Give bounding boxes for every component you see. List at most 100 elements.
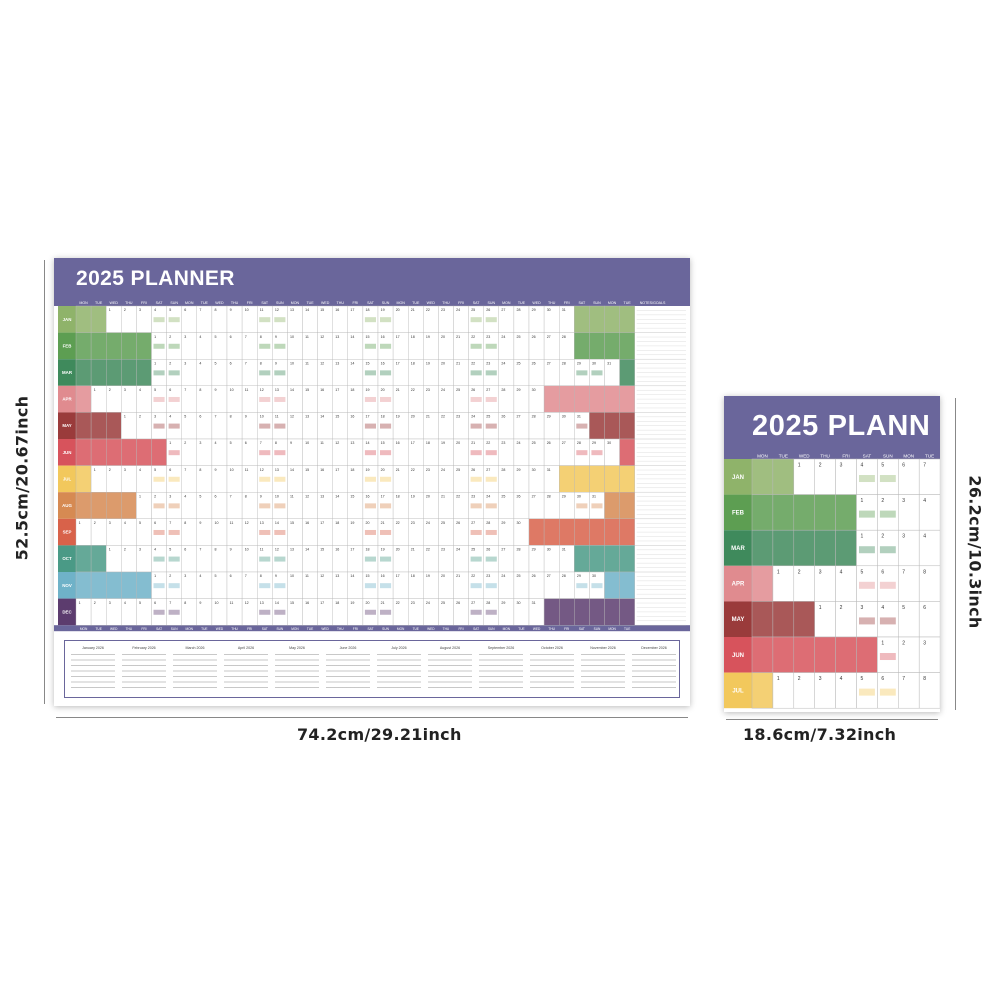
day-number: 27 bbox=[486, 388, 490, 392]
day-number: 5 bbox=[139, 601, 141, 605]
small-day-cell bbox=[918, 672, 940, 709]
day-number: 4 bbox=[154, 308, 156, 312]
day-cell bbox=[604, 465, 620, 493]
large-height-label: 52.5cm/20.67inch bbox=[12, 395, 32, 561]
day-header-label: THU bbox=[442, 301, 450, 305]
small-day-header-bar bbox=[724, 452, 940, 459]
small-month-label: JUN bbox=[732, 653, 744, 659]
day-number: 1 bbox=[139, 494, 141, 498]
day-number: 3 bbox=[184, 574, 186, 578]
weekend-mark bbox=[380, 476, 392, 482]
day-number: 18 bbox=[411, 335, 415, 339]
day-number: 8 bbox=[260, 574, 262, 578]
day-number: 1 bbox=[124, 415, 126, 419]
small-day-number: 3 bbox=[923, 641, 926, 647]
day-number: 31 bbox=[562, 548, 566, 552]
weekend-mark bbox=[153, 343, 165, 349]
day-cell bbox=[106, 332, 122, 360]
day-number: 23 bbox=[426, 388, 430, 392]
day-number: 6 bbox=[245, 441, 247, 445]
day-number: 15 bbox=[290, 601, 294, 605]
day-cell bbox=[559, 385, 575, 413]
bottom-day-label: MON bbox=[80, 627, 88, 631]
day-number: 29 bbox=[517, 468, 521, 472]
day-header-label: WED bbox=[321, 301, 330, 305]
day-cell bbox=[589, 598, 605, 626]
day-number: 6 bbox=[154, 521, 156, 525]
weekend-mark bbox=[259, 343, 271, 349]
day-number: 29 bbox=[577, 574, 581, 578]
day-header-label: SUN bbox=[170, 301, 178, 305]
day-number: 28 bbox=[486, 521, 490, 525]
day-number: 10 bbox=[290, 335, 294, 339]
day-number: 25 bbox=[517, 574, 521, 578]
weekend-mark bbox=[153, 370, 165, 376]
day-number: 26 bbox=[456, 521, 460, 525]
day-number: 19 bbox=[366, 388, 370, 392]
day-number: 8 bbox=[215, 308, 217, 312]
small-weekend-mark bbox=[879, 581, 896, 589]
day-number: 12 bbox=[305, 494, 309, 498]
day-number: 27 bbox=[471, 601, 475, 605]
day-number: 9 bbox=[215, 388, 217, 392]
small-day-number: 2 bbox=[819, 463, 822, 469]
day-number: 15 bbox=[305, 468, 309, 472]
day-number: 22 bbox=[396, 601, 400, 605]
small-width-line bbox=[726, 719, 938, 720]
day-cell bbox=[75, 305, 92, 333]
weekend-mark bbox=[364, 476, 376, 482]
day-cell bbox=[619, 412, 635, 440]
day-number: 7 bbox=[169, 601, 171, 605]
bottom-day-label: SUN bbox=[594, 627, 601, 631]
day-number: 3 bbox=[169, 494, 171, 498]
weekend-mark bbox=[274, 583, 286, 589]
day-number: 13 bbox=[335, 574, 339, 578]
day-number: 3 bbox=[139, 308, 141, 312]
small-day-number: 4 bbox=[840, 569, 843, 575]
day-number: 24 bbox=[456, 308, 460, 312]
small-weekend-mark bbox=[859, 617, 875, 625]
day-number: 19 bbox=[426, 361, 430, 365]
small-weekend-mark bbox=[879, 475, 896, 483]
weekend-mark bbox=[364, 556, 376, 562]
day-number: 29 bbox=[501, 521, 505, 525]
weekend-mark bbox=[153, 583, 165, 589]
small-day-cell bbox=[751, 529, 774, 567]
day-cell bbox=[75, 332, 92, 360]
day-number: 31 bbox=[577, 415, 581, 419]
small-month-label-cell bbox=[724, 637, 752, 673]
day-number: 2 bbox=[184, 441, 186, 445]
mini-calendar-title: September 2026 bbox=[487, 646, 515, 650]
day-number: 6 bbox=[184, 548, 186, 552]
day-number: 15 bbox=[320, 308, 324, 312]
day-cell bbox=[121, 358, 137, 386]
small-day-cell bbox=[772, 636, 795, 673]
month-label: NOV bbox=[62, 583, 72, 588]
day-number: 31 bbox=[592, 494, 596, 498]
day-number: 22 bbox=[411, 388, 415, 392]
day-number: 2 bbox=[169, 574, 171, 578]
day-number: 7 bbox=[245, 574, 247, 578]
day-number: 11 bbox=[275, 415, 279, 419]
day-number: 16 bbox=[366, 494, 370, 498]
small-day-number: 6 bbox=[881, 569, 884, 575]
day-header-label: FRI bbox=[141, 301, 147, 305]
weekend-mark bbox=[259, 476, 271, 482]
day-number: 13 bbox=[275, 388, 279, 392]
day-number: 29 bbox=[547, 415, 551, 419]
small-day-cell bbox=[793, 636, 815, 673]
day-cell bbox=[559, 465, 575, 493]
day-header-label: TUE bbox=[201, 301, 209, 305]
month-label-cell bbox=[58, 332, 76, 360]
day-number: 1 bbox=[94, 468, 96, 472]
small-day-cell bbox=[772, 494, 795, 531]
weekend-mark bbox=[259, 396, 271, 402]
small-day-number: 1 bbox=[861, 534, 864, 540]
day-cell bbox=[75, 412, 92, 440]
day-cell bbox=[574, 598, 590, 626]
day-number: 10 bbox=[305, 441, 309, 445]
bottom-day-label: WED bbox=[321, 627, 329, 631]
day-number: 20 bbox=[381, 468, 385, 472]
day-cell bbox=[106, 438, 122, 466]
small-day-number: 5 bbox=[902, 605, 905, 611]
